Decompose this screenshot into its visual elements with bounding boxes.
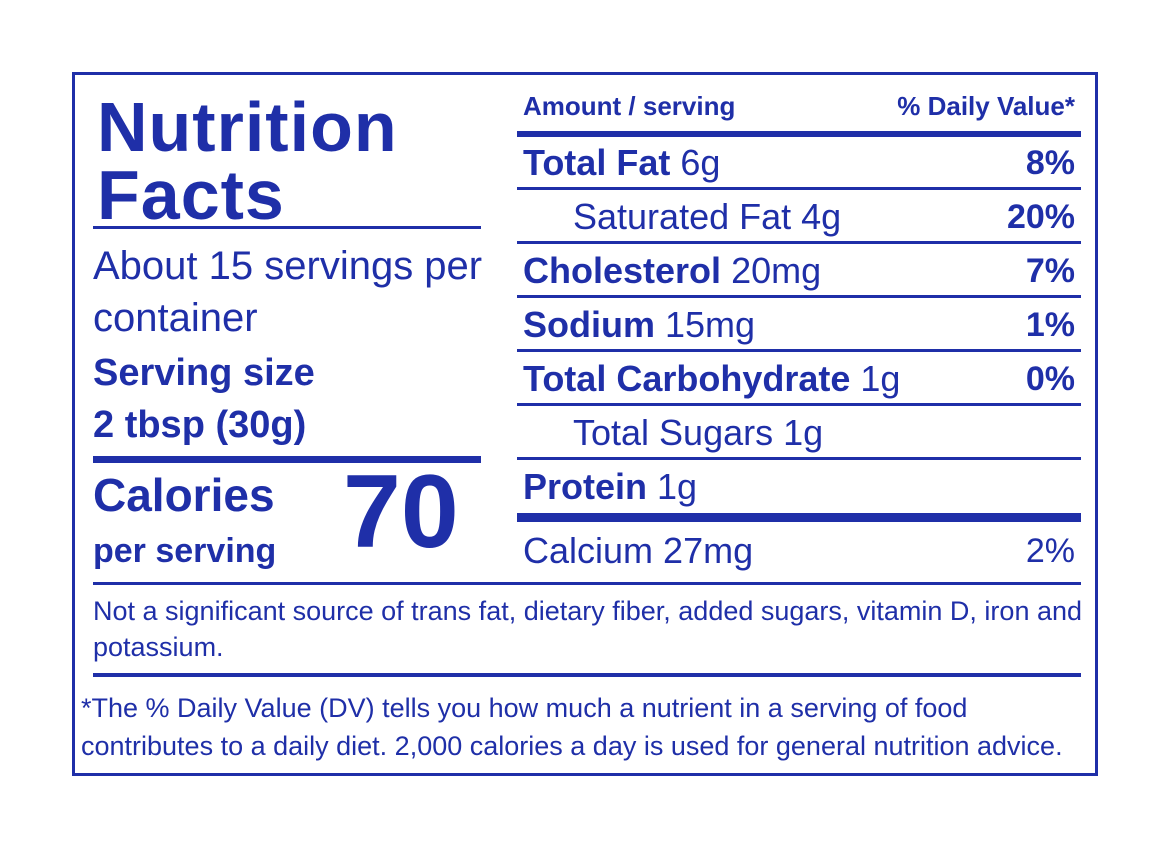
serving-size: Serving size 2 tbsp (30g) xyxy=(93,347,493,451)
nutrient-name: Calcium xyxy=(523,530,654,571)
nutrient-row-total-sugars: Total Sugars 1g xyxy=(573,411,823,455)
title-divider xyxy=(93,226,481,229)
nutrient-name: Total Carbohydrate xyxy=(523,358,851,399)
not-significant-source-note: Not a significant source of trans fat, d… xyxy=(93,596,1083,662)
row-divider xyxy=(517,403,1081,406)
nutrient-amount: 20mg xyxy=(731,250,822,291)
calories-label: Calories xyxy=(93,469,275,521)
amount-per-serving-header: Amount / serving xyxy=(523,91,736,121)
nutrient-name: Total Sugars xyxy=(573,412,774,453)
calories-value: 70 xyxy=(343,454,459,570)
nutrient-name: Saturated Fat xyxy=(573,196,792,237)
nutrient-dv-sodium: 1% xyxy=(1025,306,1075,344)
row-divider xyxy=(517,295,1081,298)
nutrient-dv-total-carbohydrate: 0% xyxy=(1025,360,1075,398)
nutrient-name: Protein xyxy=(523,466,648,507)
row-divider xyxy=(517,187,1081,190)
daily-value-footnote: *The % Daily Value (DV) tells you how mu… xyxy=(81,693,1063,761)
nutrient-amount: 1g xyxy=(860,358,901,399)
dv-footnote-divider xyxy=(93,673,1081,677)
calories-per-serving-label: per serving xyxy=(93,532,277,570)
servings-per-container: About 15 servings per container xyxy=(93,244,483,340)
footnote-divider xyxy=(93,582,1081,585)
nutrient-row-protein: Protein 1g xyxy=(523,465,697,509)
nutrient-amount: 1g xyxy=(783,412,824,453)
label-title: Nutrition Facts xyxy=(97,88,398,234)
nutrient-row-calcium: Calcium 27mg xyxy=(523,529,753,573)
serving-divider xyxy=(93,456,481,463)
nutrient-amount: 4g xyxy=(801,196,842,237)
nutrient-dv-cholesterol: 7% xyxy=(1025,252,1075,290)
nutrient-row-total-carbohydrate: Total Carbohydrate 1g xyxy=(523,357,900,401)
nutrition-facts-label: Nutrition Facts About 15 servings per co… xyxy=(72,72,1098,776)
nutrient-name: Total Fat xyxy=(523,142,671,183)
serving-size-label: Serving size xyxy=(93,352,315,394)
nutrient-row-sodium: Sodium 15mg xyxy=(523,303,755,347)
nutrient-amount: 6g xyxy=(680,142,721,183)
row-divider xyxy=(517,241,1081,244)
nutrient-row-total-fat: Total Fat 6g xyxy=(523,141,720,185)
nutrient-name: Sodium xyxy=(523,304,655,345)
nutrient-row-saturated-fat: Saturated Fat 4g xyxy=(573,195,841,239)
nutrient-name: Cholesterol xyxy=(523,250,722,291)
daily-value-header: % Daily Value* xyxy=(897,91,1075,121)
protein-divider xyxy=(517,513,1081,522)
nutrient-dv-total-fat: 8% xyxy=(1025,144,1075,182)
row-divider xyxy=(517,349,1081,352)
nutrient-dv-saturated-fat: 20% xyxy=(1006,198,1075,236)
nutrient-amount: 1g xyxy=(657,466,698,507)
row-divider xyxy=(517,457,1081,460)
nutrient-amount: 15mg xyxy=(665,304,756,345)
nutrient-row-cholesterol: Cholesterol 20mg xyxy=(523,249,821,293)
header-divider xyxy=(517,131,1081,137)
serving-size-value: 2 tbsp (30g) xyxy=(93,404,307,446)
nutrient-dv-calcium: 2% xyxy=(1025,532,1075,570)
nutrient-amount: 27mg xyxy=(663,530,754,571)
